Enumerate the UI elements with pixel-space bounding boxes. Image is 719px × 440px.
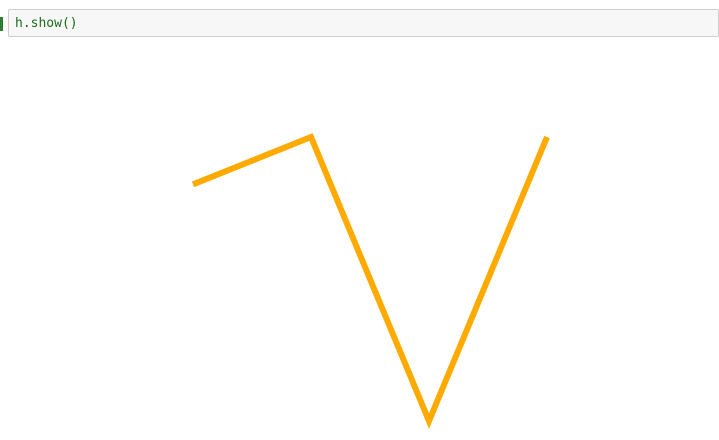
line-chart <box>191 133 550 429</box>
series-line-0 <box>191 133 550 429</box>
cell-output <box>0 45 719 440</box>
code-input[interactable]: h.show() <box>8 9 719 37</box>
code-cell: h.show() <box>0 9 719 39</box>
cell-prompt-marker <box>0 17 3 31</box>
